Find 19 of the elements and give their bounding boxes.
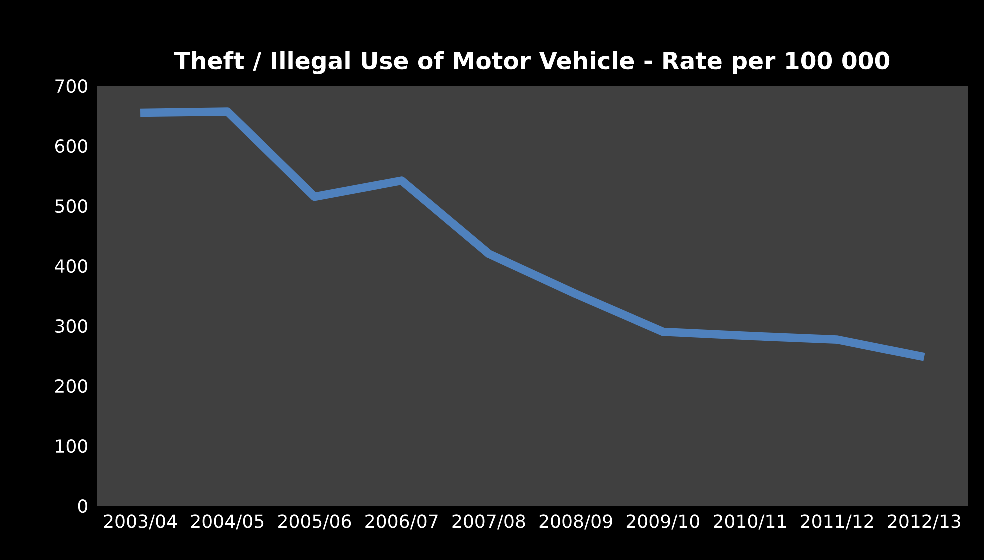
y-tick-label: 100 — [56, 439, 88, 454]
y-tick-label: 300 — [56, 319, 88, 334]
x-tick-label: 2006/07 — [366, 514, 438, 530]
x-tick-label: 2005/06 — [278, 514, 352, 530]
chart-title: Theft / Illegal Use of Motor Vehicle - Rate per 100 000 — [174, 51, 890, 74]
x-tick-label: 2003/04 — [104, 514, 178, 530]
x-tick-label: 2008/09 — [540, 514, 612, 530]
x-tick-label: 2011/12 — [801, 514, 874, 530]
x-tick-label: 2004/05 — [191, 514, 264, 530]
y-tick-label: 700 — [56, 79, 88, 94]
x-tick-label: 2007/08 — [452, 514, 526, 530]
y-tick-label: 600 — [55, 139, 88, 154]
y-tick-label: 200 — [56, 379, 88, 394]
y-tick-label: 0 — [78, 499, 88, 514]
x-tick-label: 2012/13 — [888, 514, 961, 530]
x-tick-label: 2010/11 — [714, 514, 786, 530]
x-tick-label: 2009/10 — [626, 514, 700, 530]
y-tick-label: 400 — [55, 259, 88, 274]
y-tick-label: 500 — [56, 199, 88, 214]
